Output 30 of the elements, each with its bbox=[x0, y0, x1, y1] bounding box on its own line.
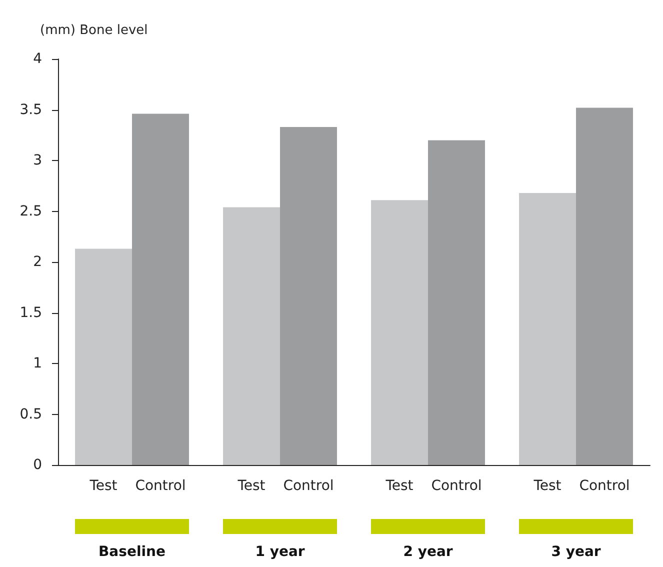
y-tick-label: 1.5 bbox=[20, 304, 42, 321]
text: Control bbox=[283, 478, 334, 494]
x-tick-label: Baseline bbox=[98, 544, 166, 560]
bar bbox=[75, 248, 132, 465]
y-tick-label: 2 bbox=[33, 254, 42, 270]
bar bbox=[519, 192, 576, 465]
text: Test bbox=[238, 478, 266, 494]
y-tick-label: 3 bbox=[33, 152, 42, 168]
x-tick-label: 3 year bbox=[551, 544, 601, 560]
x-tick-label: 2 year bbox=[403, 544, 453, 560]
y-tick-label: 2.5 bbox=[20, 203, 42, 220]
bar bbox=[371, 200, 428, 465]
series-label: Control bbox=[135, 478, 186, 494]
bar bbox=[576, 108, 633, 465]
y-axis-title: (mm) Bone level bbox=[40, 23, 148, 38]
y-tick-label: 4 bbox=[33, 51, 42, 67]
y-tick-label: 1 bbox=[33, 356, 42, 372]
y-tick-label: 0.5 bbox=[20, 406, 42, 422]
series-label: Test bbox=[88, 478, 118, 494]
bar bbox=[280, 127, 337, 465]
y-tick-label: 0 bbox=[33, 457, 42, 473]
bar bbox=[428, 140, 485, 465]
text: Control bbox=[431, 478, 482, 494]
text: Test bbox=[386, 478, 414, 494]
y-tick-label: 3.5 bbox=[20, 102, 42, 118]
text: Control bbox=[579, 478, 630, 494]
text: Test bbox=[534, 478, 562, 494]
x-tick-label: 1 year bbox=[255, 544, 305, 560]
bar bbox=[223, 207, 280, 465]
bar bbox=[132, 114, 189, 465]
